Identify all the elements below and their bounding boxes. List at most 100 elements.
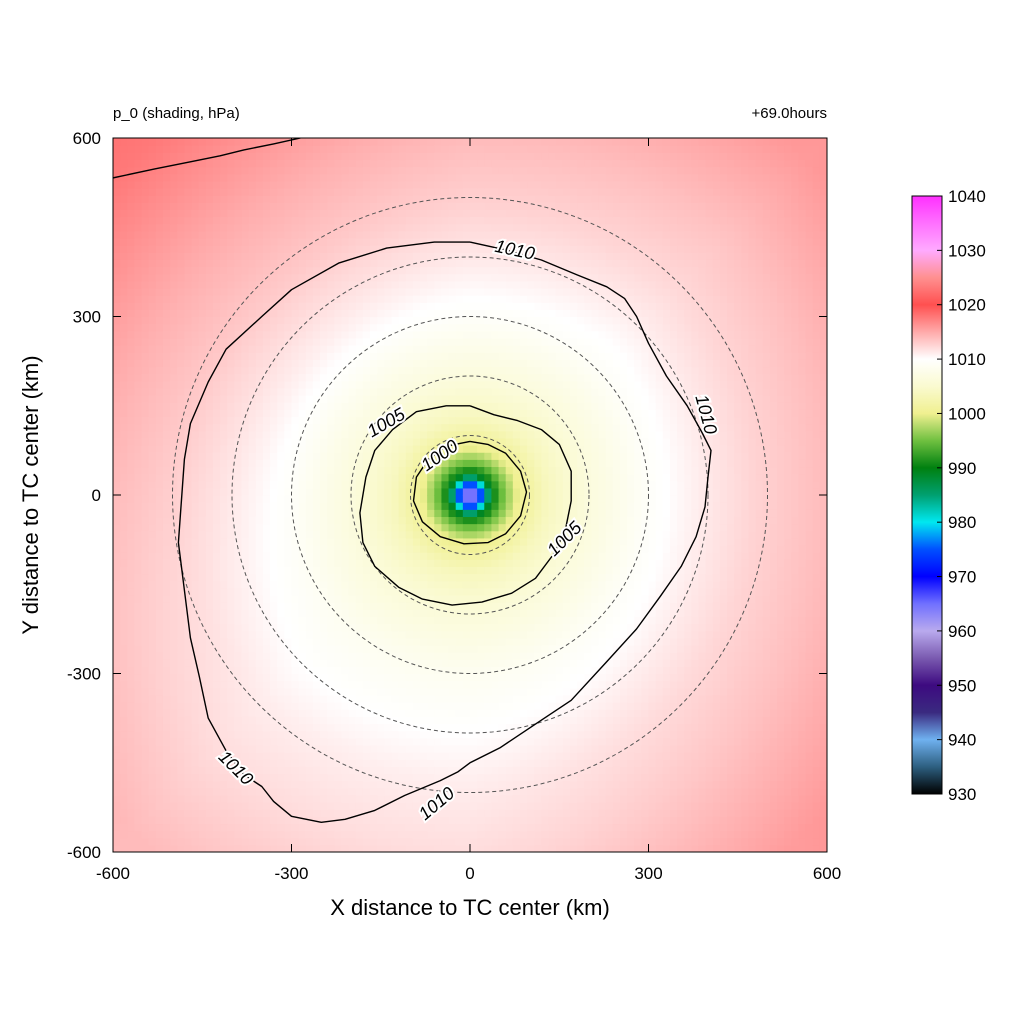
field-cell bbox=[398, 737, 407, 746]
field-cell bbox=[362, 445, 371, 453]
field-cell bbox=[348, 673, 357, 682]
field-cell bbox=[327, 309, 335, 318]
field-cell bbox=[412, 737, 421, 746]
field-cell bbox=[255, 802, 264, 810]
field-cell bbox=[312, 837, 321, 846]
field-cell bbox=[134, 202, 143, 210]
field-cell bbox=[391, 159, 400, 168]
field-cell bbox=[127, 723, 136, 732]
field-cell bbox=[391, 844, 400, 852]
field-cell bbox=[327, 823, 335, 832]
field-cell bbox=[184, 259, 193, 268]
field-cell bbox=[170, 687, 178, 696]
field-cell bbox=[420, 794, 428, 803]
field-cell bbox=[170, 587, 178, 596]
field-cell bbox=[241, 316, 250, 325]
field-cell bbox=[455, 259, 464, 268]
field-cell bbox=[262, 609, 271, 617]
field-cell bbox=[405, 580, 414, 589]
field-cell bbox=[191, 809, 200, 817]
field-cell bbox=[291, 566, 300, 575]
field-cell bbox=[320, 744, 328, 753]
field-cell bbox=[198, 602, 207, 610]
field-cell bbox=[348, 480, 357, 489]
field-cell bbox=[270, 766, 278, 775]
field-cell bbox=[298, 337, 307, 346]
field-cell bbox=[220, 259, 228, 268]
field-cell bbox=[262, 323, 271, 332]
field-cell bbox=[298, 423, 307, 432]
field-cell bbox=[298, 716, 307, 725]
field-cell bbox=[362, 480, 371, 489]
field-cell bbox=[284, 395, 293, 403]
field-cell bbox=[262, 780, 271, 789]
field-cell bbox=[212, 780, 221, 789]
field-cell bbox=[270, 487, 278, 496]
field-cell bbox=[262, 687, 271, 696]
field-cell bbox=[162, 530, 171, 539]
field-cell bbox=[455, 716, 464, 725]
field-cell bbox=[305, 530, 314, 539]
field-cell bbox=[284, 416, 293, 425]
field-cell bbox=[405, 616, 414, 625]
field-cell bbox=[270, 816, 278, 825]
field-cell bbox=[420, 409, 428, 418]
field-cell bbox=[377, 723, 385, 732]
field-cell bbox=[455, 466, 464, 475]
field-cell bbox=[334, 509, 343, 518]
field-cell bbox=[155, 230, 164, 239]
field-cell bbox=[155, 245, 164, 253]
field-cell bbox=[362, 266, 371, 275]
field-cell bbox=[191, 702, 200, 710]
field-cell bbox=[384, 230, 393, 239]
field-cell bbox=[312, 473, 321, 482]
field-cell bbox=[427, 787, 435, 796]
field-cell bbox=[255, 766, 264, 775]
field-cell bbox=[220, 295, 228, 303]
field-cell bbox=[348, 766, 357, 775]
field-cell bbox=[113, 680, 121, 689]
field-cell bbox=[262, 573, 271, 582]
field-cell bbox=[312, 773, 321, 782]
field-cell bbox=[248, 516, 257, 525]
field-cell bbox=[255, 794, 264, 803]
field-cell bbox=[284, 594, 293, 603]
field-cell bbox=[298, 752, 307, 760]
field-cell bbox=[177, 830, 185, 839]
field-cell bbox=[234, 295, 243, 303]
field-cell bbox=[320, 780, 328, 789]
field-cell bbox=[198, 709, 207, 717]
field-cell bbox=[220, 337, 228, 346]
field-cell bbox=[305, 794, 314, 803]
field-cell bbox=[148, 587, 157, 596]
field-cell bbox=[291, 830, 300, 839]
field-cell bbox=[177, 609, 185, 617]
field-cell bbox=[384, 666, 393, 675]
field-cell bbox=[248, 245, 257, 253]
field-cell bbox=[334, 787, 343, 796]
field-cell bbox=[212, 423, 221, 432]
field-cell bbox=[391, 709, 400, 717]
field-cell bbox=[334, 266, 343, 275]
field-cell bbox=[248, 623, 257, 632]
field-cell bbox=[291, 694, 300, 703]
field-cell bbox=[177, 216, 185, 225]
field-cell bbox=[270, 209, 278, 218]
field-cell bbox=[227, 630, 235, 639]
field-cell bbox=[448, 187, 457, 196]
field-cell bbox=[420, 744, 428, 753]
field-cell bbox=[320, 495, 328, 503]
field-cell bbox=[184, 359, 193, 368]
field-cell bbox=[270, 387, 278, 396]
field-cell bbox=[370, 345, 378, 353]
field-cell bbox=[205, 187, 214, 196]
field-cell bbox=[148, 387, 157, 396]
field-cell bbox=[355, 209, 364, 218]
field-cell bbox=[262, 195, 271, 203]
field-cell bbox=[455, 252, 464, 260]
field-cell bbox=[134, 445, 143, 453]
field-cell bbox=[327, 416, 335, 425]
field-cell bbox=[141, 816, 150, 825]
field-cell bbox=[234, 366, 243, 375]
field-cell bbox=[227, 794, 235, 803]
